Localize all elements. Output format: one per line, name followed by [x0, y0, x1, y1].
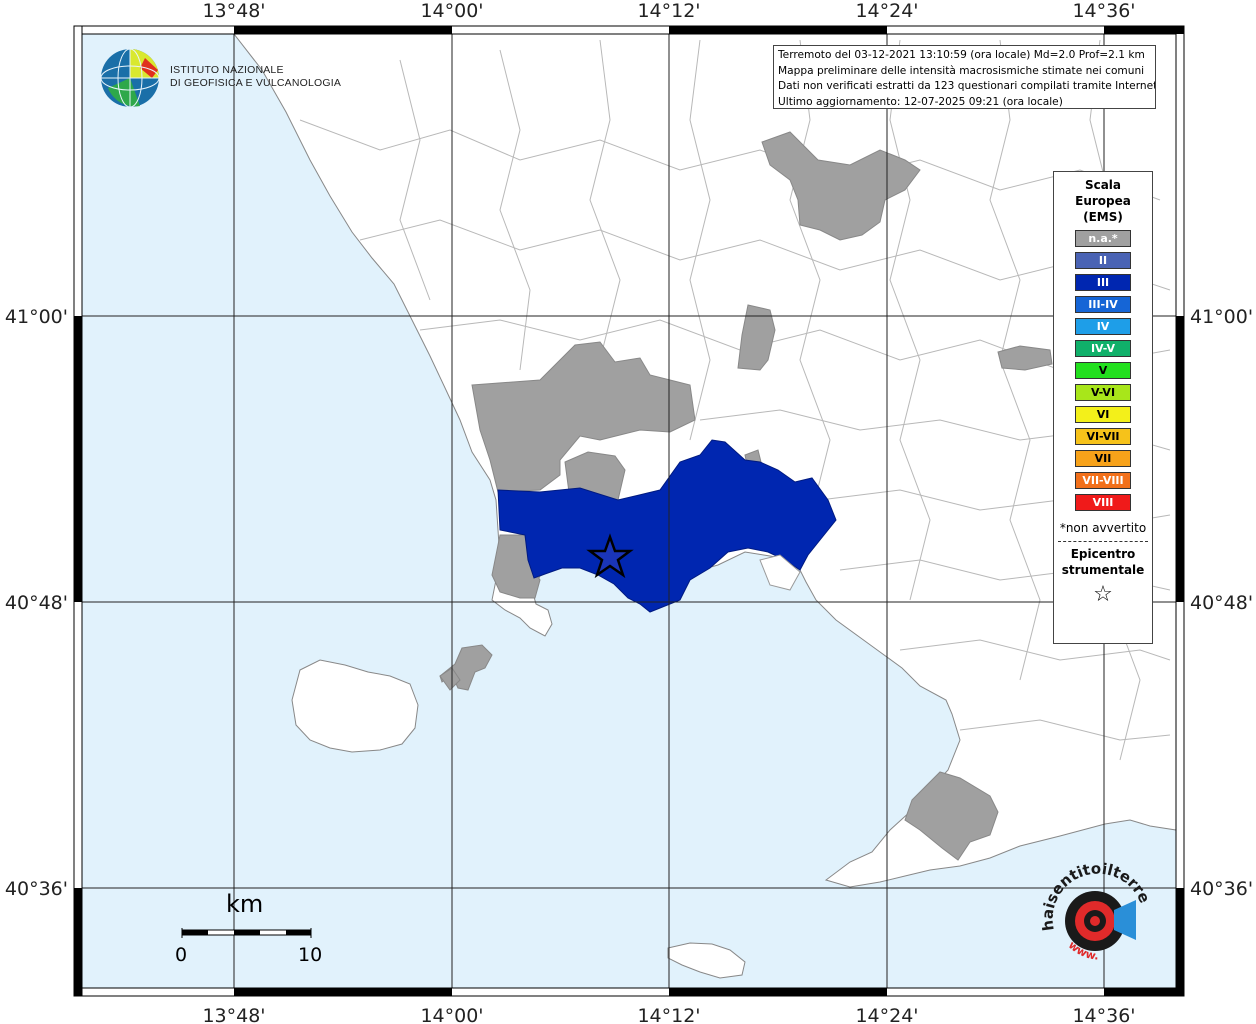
legend-swatch: n.a.* — [1075, 230, 1131, 247]
ingv-logo — [100, 48, 320, 110]
lat-label: 41°00' — [5, 306, 68, 328]
legend-title-line: Europea — [1075, 194, 1131, 208]
event-info-line: Dati non verificati estratti da 123 ques… — [778, 80, 1156, 92]
lat-label: 40°48' — [1190, 592, 1253, 614]
legend-title-line: Scala — [1084, 178, 1122, 192]
not-felt-note: *non avvertito — [1059, 521, 1147, 535]
scalebar-end-label: 10 — [298, 944, 323, 966]
event-info-line: Mappa preliminare delle intensità macros… — [778, 64, 1145, 77]
lon-label: 14°24' — [855, 1005, 918, 1024]
legend-swatch: VI-VII — [1075, 428, 1131, 445]
epicenter-legend-line: Epicentro — [1070, 547, 1136, 561]
legend-title: Scala Europea (EMS) — [1054, 177, 1152, 225]
lat-label: 40°48' — [5, 592, 68, 614]
lon-label: 14°00' — [420, 1005, 483, 1024]
capri-island — [667, 942, 746, 979]
legend-title-line: (EMS) — [1083, 210, 1123, 224]
legend-swatch: IV — [1075, 318, 1131, 335]
globe-icon — [100, 48, 160, 108]
not-felt-areas — [439, 131, 1053, 861]
legend-swatch: VII — [1075, 450, 1131, 467]
lon-label: 14°36' — [1072, 1005, 1135, 1024]
latitude-labels-right: 41°00' 40°48' 40°36' — [1190, 306, 1253, 900]
legend-swatch: V — [1075, 362, 1131, 379]
star-icon: ☆ — [1093, 582, 1113, 607]
graticule — [74, 26, 1184, 996]
scalebar-graphic — [181, 928, 312, 938]
ems-legend: Scala Europea (EMS) n.a.* II III III-IV IV IV… — [1053, 171, 1153, 644]
legend-swatch: IV-V — [1075, 340, 1131, 357]
ingv-name: ISTITUTO NAZIONALE DI GEOFISICA E VULCAN… — [170, 64, 341, 90]
event-info-line: Ultimo aggiornamento: 12-07-2025 09:21 (… — [778, 95, 1063, 108]
haisentito-logo: haisentitoilterremoto.it www. — [1024, 844, 1162, 974]
longitude-labels-bottom: 13°48' 14°00' 14°12' 14°24' 14°36' — [202, 1005, 1135, 1024]
legend-swatch: III-IV — [1075, 296, 1131, 313]
scalebar-unit: km — [226, 890, 264, 918]
lon-label: 14°12' — [637, 1005, 700, 1024]
lat-label: 40°36' — [1190, 878, 1253, 900]
legend-swatch: V-VI — [1075, 384, 1131, 401]
scalebar-start-label: 0 — [175, 944, 188, 966]
epicenter-legend-line: strumentale — [1061, 563, 1145, 577]
legend-separator — [1058, 541, 1148, 542]
ischia-island — [291, 659, 419, 753]
procida-island — [439, 667, 461, 691]
epicenter-legend-label: Epicentro strumentale — [1054, 546, 1152, 578]
lat-label: 41°00' — [1190, 306, 1253, 328]
ingv-line2: DI GEOFISICA E VULCANOLOGIA — [170, 77, 342, 89]
latitude-labels-left: 41°00' 40°48' 40°36' — [5, 306, 68, 900]
lon-label: 14°12' — [637, 0, 700, 22]
epicenter-star-icon — [586, 533, 634, 579]
legend-swatch: VIII — [1075, 494, 1131, 511]
lat-label: 40°36' — [5, 878, 68, 900]
legend-swatch: III — [1075, 274, 1131, 291]
lon-label: 14°24' — [855, 0, 918, 22]
longitude-labels-top: 13°48' 14°00' 14°12' 14°24' 14°36' — [202, 0, 1135, 22]
legend-swatches: n.a.* II III III-IV IV IV-V V V-VI VI VI-VII VII VI… — [1054, 230, 1152, 511]
lon-label: 13°48' — [202, 0, 265, 22]
ingv-line1: ISTITUTO NAZIONALE — [170, 64, 284, 76]
haisentito-logo-graphic: haisentitoilterremoto.it www. — [1024, 844, 1154, 963]
lon-label: 13°48' — [202, 1005, 265, 1024]
event-info-box: Terremoto del 03-12-2021 13:10:59 (ora l… — [773, 45, 1156, 109]
lon-label: 14°00' — [420, 0, 483, 22]
vesuvius-area — [759, 554, 801, 591]
legend-swatch: VII-VIII — [1075, 472, 1131, 489]
event-info-line: Terremoto del 03-12-2021 13:10:59 (ora l… — [778, 49, 1145, 61]
lon-label: 14°36' — [1072, 0, 1135, 22]
legend-swatch: II — [1075, 252, 1131, 269]
map-frame — [73, 25, 1185, 997]
legend-swatch: VI — [1075, 406, 1131, 423]
